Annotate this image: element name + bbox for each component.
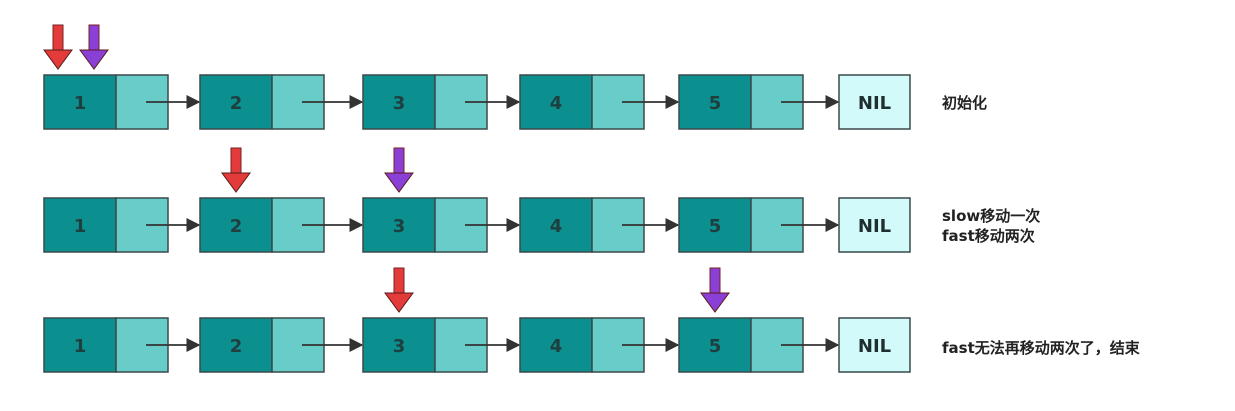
list-node: 1: [43, 74, 201, 130]
nil-label: NIL: [858, 336, 891, 357]
fast-pointer-arrow: [384, 147, 414, 193]
nil-cell: [838, 74, 911, 130]
node-data-cell: [678, 317, 752, 373]
slow-pointer-arrow-shaft: [230, 147, 242, 175]
fast-pointer-arrow: [700, 267, 730, 313]
slow-pointer-arrow-shaft: [393, 267, 405, 295]
list-node: 3: [362, 74, 521, 130]
list-row: 1 2 3 4 5 NIL: [43, 197, 911, 253]
node-data-cell: [43, 74, 117, 130]
node-data-cell: [519, 74, 593, 130]
fast-pointer-arrow-shaft: [709, 267, 721, 295]
list-row: 1 2 3 4 5 NIL: [43, 317, 911, 373]
nil-node: NIL: [838, 74, 911, 130]
node-data-cell: [199, 317, 273, 373]
node-value-label: 1: [74, 336, 87, 357]
nil-cell: [838, 317, 911, 373]
node-value-label: 3: [393, 336, 406, 357]
nil-label: NIL: [858, 93, 891, 114]
list-node: 4: [519, 317, 680, 373]
slow-pointer-arrow-head: [43, 49, 73, 70]
caption-line: slow移动一次: [942, 207, 1041, 225]
slow-pointer-arrow-head: [221, 172, 251, 193]
node-value-label: 4: [550, 216, 563, 237]
fast-pointer-arrow: [79, 24, 109, 70]
fast-pointer-arrow-head: [384, 172, 414, 193]
node-value-label: 2: [230, 216, 243, 237]
slow-pointer-arrow: [221, 147, 251, 193]
fast-pointer-arrow-shaft: [393, 147, 405, 175]
slow-pointer-arrow: [43, 24, 73, 70]
nil-cell: [838, 197, 911, 253]
list-row: 1 2 3 4 5 NIL: [43, 74, 911, 130]
fast-pointer-arrow-head: [79, 49, 109, 70]
node-value-label: 4: [550, 336, 563, 357]
list-node: 5: [678, 197, 840, 253]
node-value-label: 2: [230, 336, 243, 357]
node-value-label: 5: [709, 336, 722, 357]
node-data-cell: [519, 197, 593, 253]
list-node: 4: [519, 74, 680, 130]
caption-line: fast无法再移动两次了，结束: [942, 339, 1140, 357]
nil-node: NIL: [838, 197, 911, 253]
row-caption-init: 初始化: [942, 93, 987, 113]
node-value-label: 5: [709, 93, 722, 114]
slow-pointer-arrow: [384, 267, 414, 313]
node-value-label: 3: [393, 93, 406, 114]
nil-node: NIL: [838, 317, 911, 373]
caption-line: fast移动两次: [942, 227, 1035, 245]
nil-label: NIL: [858, 216, 891, 237]
node-value-label: 2: [230, 93, 243, 114]
node-value-label: 3: [393, 216, 406, 237]
row-caption-end: fast无法再移动两次了，结束: [942, 338, 1140, 358]
fast-pointer-arrow-head: [700, 292, 730, 313]
caption-line: 初始化: [942, 94, 988, 112]
list-node: 2: [199, 197, 364, 253]
list-node: 2: [199, 74, 364, 130]
node-data-cell: [362, 317, 436, 373]
list-node: 5: [678, 74, 840, 130]
fast-pointer-arrow-shaft: [88, 24, 100, 52]
node-data-cell: [678, 197, 752, 253]
node-value-label: 5: [709, 216, 722, 237]
node-value-label: 4: [550, 93, 563, 114]
node-data-cell: [678, 74, 752, 130]
list-node: 1: [43, 317, 201, 373]
list-node: 4: [519, 197, 680, 253]
node-data-cell: [199, 197, 273, 253]
list-node: 3: [362, 197, 521, 253]
node-value-label: 1: [74, 216, 87, 237]
row-caption-step: slow移动一次 fast移动两次: [942, 206, 1040, 246]
list-node: 5: [678, 317, 840, 373]
node-data-cell: [199, 74, 273, 130]
slow-pointer-arrow-head: [384, 292, 414, 313]
list-node: 3: [362, 317, 521, 373]
node-data-cell: [43, 197, 117, 253]
node-value-label: 1: [74, 93, 87, 114]
list-node: 2: [199, 317, 364, 373]
slow-pointer-arrow-shaft: [52, 24, 64, 52]
list-node: 1: [43, 197, 201, 253]
